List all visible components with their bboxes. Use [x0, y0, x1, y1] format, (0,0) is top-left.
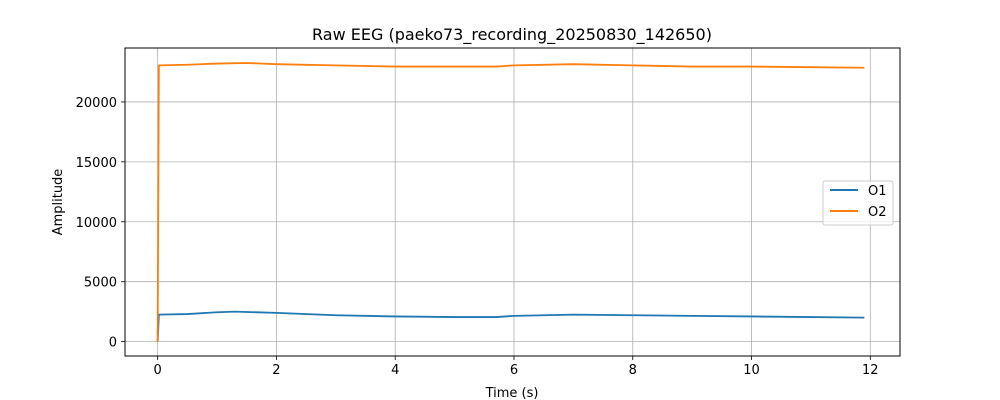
x-tick-label: 10 [743, 363, 760, 378]
x-tick-label: 4 [391, 363, 399, 378]
series-lines [156, 62, 865, 342]
x-tick-label: 8 [629, 363, 637, 378]
plot-frame [124, 47, 901, 357]
grid [125, 48, 900, 356]
series-line-o2 [156, 62, 865, 342]
x-axis-ticks: 0 2 4 6 8 10 12 [154, 356, 879, 378]
chart-title: Raw EEG (paeko73_recording_20250830_1426… [312, 25, 712, 45]
y-axis-ticks: 0 5000 10000 15000 20000 [76, 96, 125, 351]
y-tick-label: 5000 [84, 276, 117, 291]
legend-label-o1: O1 [868, 184, 887, 199]
y-tick-label: 15000 [76, 156, 117, 171]
x-tick-label: 0 [154, 363, 162, 378]
legend-label-o2: O2 [868, 205, 887, 220]
x-axis-label: Time (s) [485, 386, 539, 400]
x-tick-label: 6 [510, 363, 518, 378]
y-tick-label: 10000 [76, 216, 117, 231]
legend: O1 O2 [822, 180, 894, 226]
y-tick-label: 0 [109, 336, 117, 351]
legend-box [822, 180, 894, 226]
x-tick-label: 12 [862, 363, 879, 378]
y-tick-label: 20000 [76, 96, 117, 111]
series-line-o1 [156, 310, 865, 342]
x-tick-label: 2 [272, 363, 280, 378]
y-axis-label: Amplitude [51, 169, 66, 236]
